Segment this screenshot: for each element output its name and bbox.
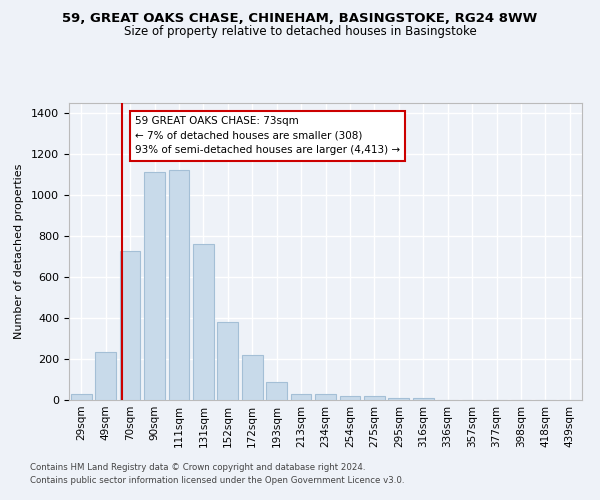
Text: Size of property relative to detached houses in Basingstoke: Size of property relative to detached ho…	[124, 25, 476, 38]
Bar	[266, 382, 287, 400]
Text: Contains HM Land Registry data © Crown copyright and database right 2024.: Contains HM Land Registry data © Crown c…	[30, 462, 365, 471]
Bar	[290, 394, 311, 400]
Bar	[119, 252, 140, 400]
Bar	[242, 355, 263, 400]
Text: 59, GREAT OAKS CHASE, CHINEHAM, BASINGSTOKE, RG24 8WW: 59, GREAT OAKS CHASE, CHINEHAM, BASINGST…	[62, 12, 538, 26]
Bar	[388, 398, 409, 400]
Bar	[340, 396, 361, 400]
Bar	[144, 172, 165, 400]
Text: Contains public sector information licensed under the Open Government Licence v3: Contains public sector information licen…	[30, 476, 404, 485]
Bar	[71, 394, 92, 400]
Text: 59 GREAT OAKS CHASE: 73sqm
← 7% of detached houses are smaller (308)
93% of semi: 59 GREAT OAKS CHASE: 73sqm ← 7% of detac…	[135, 116, 400, 156]
Bar	[413, 398, 434, 400]
Bar	[193, 244, 214, 400]
Y-axis label: Number of detached properties: Number of detached properties	[14, 164, 24, 339]
Bar	[95, 352, 116, 400]
Bar	[169, 170, 190, 400]
Bar	[217, 322, 238, 400]
Bar	[315, 394, 336, 400]
Bar	[364, 396, 385, 400]
